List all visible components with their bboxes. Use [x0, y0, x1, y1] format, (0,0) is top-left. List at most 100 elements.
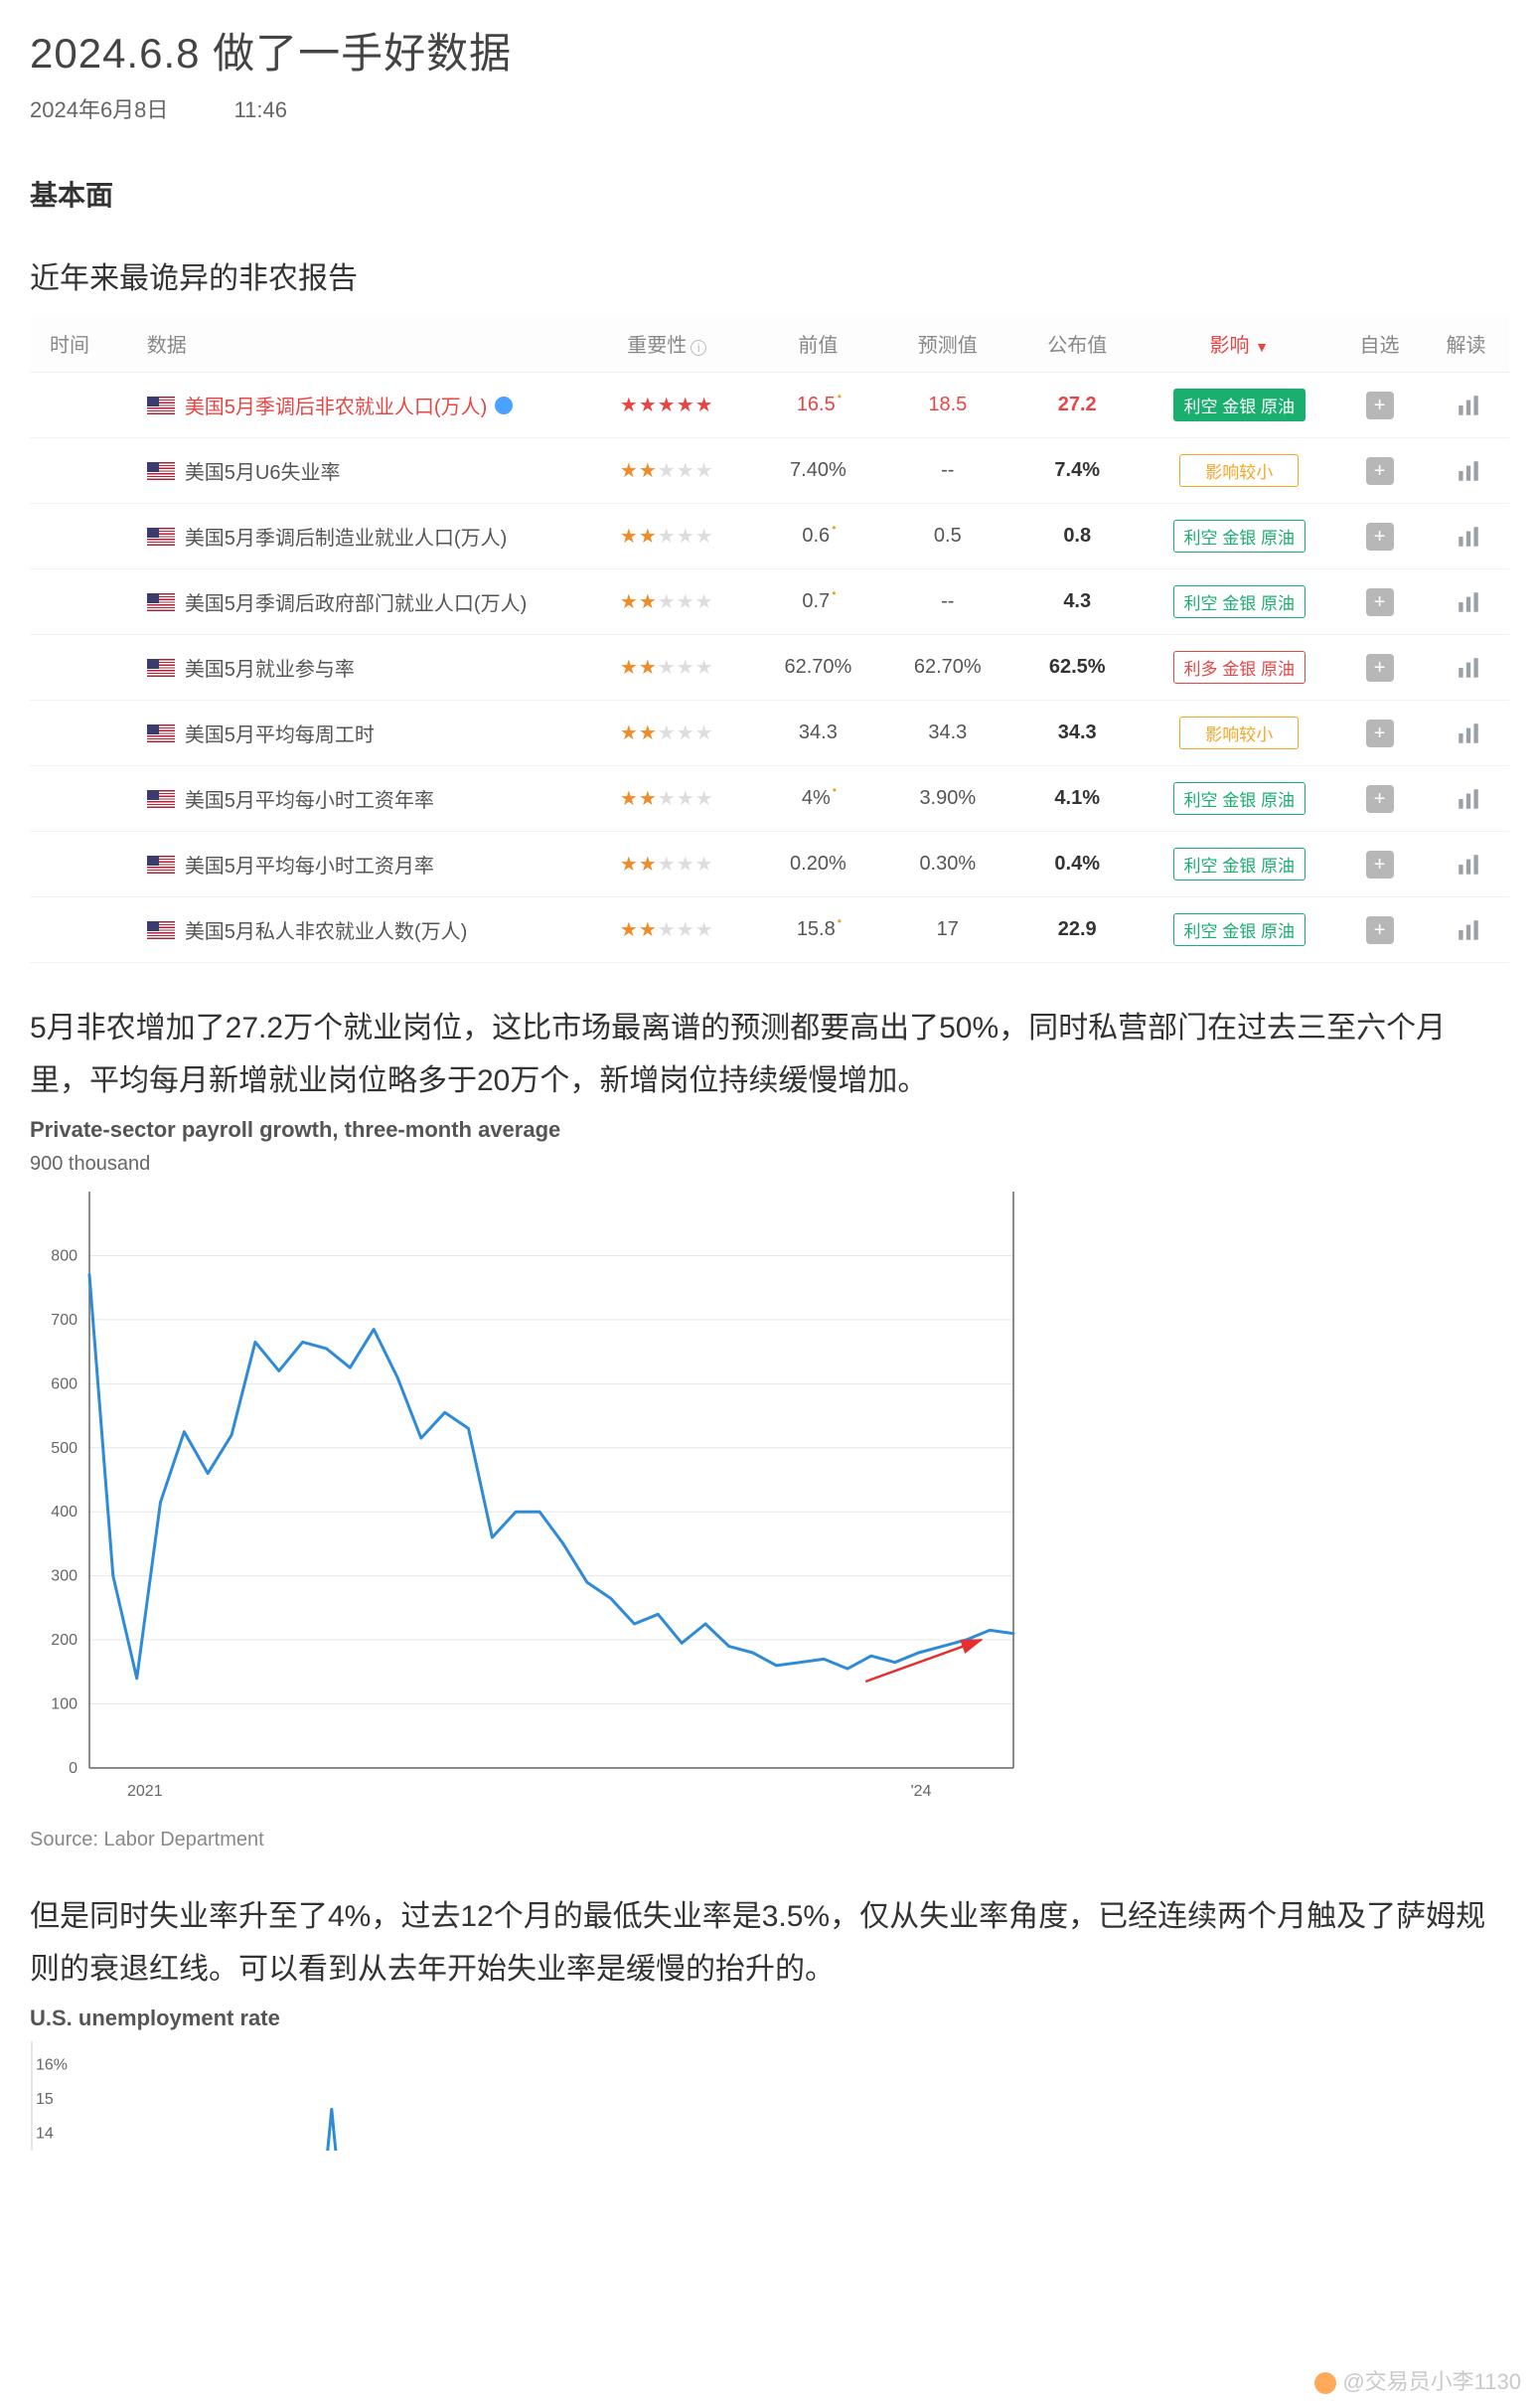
cell-interpret [1423, 438, 1509, 504]
svg-text:200: 200 [51, 1632, 77, 1649]
cell-published: 7.4% [1012, 438, 1142, 504]
cell-time [30, 766, 127, 832]
add-favorite-button[interactable]: + [1366, 392, 1394, 419]
cell-interpret [1423, 832, 1509, 897]
chart-icon[interactable] [1456, 852, 1481, 878]
cell-published: 34.3 [1012, 701, 1142, 766]
cell-self-select: + [1336, 438, 1423, 504]
table-row[interactable]: 美国5月平均每周工时★★★★★34.334.334.3影响较小+ [30, 701, 1509, 766]
add-favorite-button[interactable]: + [1366, 588, 1394, 616]
cell-interpret [1423, 635, 1509, 701]
chart-icon[interactable] [1456, 655, 1481, 681]
cell-name: 美国5月私人非农就业人数(万人) [127, 897, 580, 963]
cell-time [30, 504, 127, 569]
row-name: 美国5月季调后政府部门就业人口(万人) [185, 593, 527, 615]
cell-importance: ★★★★★ [580, 635, 753, 701]
cell-published: 22.9 [1012, 897, 1142, 963]
cell-importance: ★★★★★ [580, 504, 753, 569]
col-data[interactable]: 数据 [127, 315, 580, 373]
impact-badge: 利空 金银 原油 [1173, 848, 1306, 881]
cell-time [30, 701, 127, 766]
col-impact[interactable]: 影响 ▼ [1142, 315, 1336, 373]
paragraph-1: 5月非农增加了27.2万个就业岗位，这比市场最离谱的预测都要高出了50%，同时私… [30, 1003, 1500, 1107]
cell-impact: 利多 金银 原油 [1142, 635, 1336, 701]
cell-self-select: + [1336, 832, 1423, 897]
chart-payroll-growth: Private-sector payroll growth, three-mon… [30, 1117, 1509, 1851]
chart-icon[interactable] [1456, 917, 1481, 943]
cell-forecast: 0.30% [883, 832, 1012, 897]
svg-text:600: 600 [51, 1375, 77, 1392]
cell-published: 0.8 [1012, 504, 1142, 569]
row-name: 美国5月U6失业率 [185, 462, 341, 484]
chart-icon[interactable] [1456, 393, 1481, 418]
cell-importance: ★★★★★ [580, 569, 753, 635]
svg-text:500: 500 [51, 1440, 77, 1457]
cell-importance: ★★★★★ [580, 373, 753, 438]
impact-badge: 利多 金银 原油 [1173, 651, 1306, 684]
col-self-select[interactable]: 自选 [1336, 315, 1423, 373]
cell-time [30, 438, 127, 504]
impact-badge: 利空 金银 原油 [1173, 585, 1306, 618]
cell-prev: 62.70% [753, 635, 882, 701]
svg-text:'24: '24 [911, 1783, 932, 1800]
impact-badge: 利空 金银 原油 [1173, 913, 1306, 946]
table-row[interactable]: 美国5月季调后制造业就业人口(万人)★★★★★0.60.50.8利空 金银 原油… [30, 504, 1509, 569]
table-row[interactable]: 美国5月平均每小时工资年率★★★★★4%3.90%4.1%利空 金银 原油+ [30, 766, 1509, 832]
table-row[interactable]: 美国5月就业参与率★★★★★62.70%62.70%62.5%利多 金银 原油+ [30, 635, 1509, 701]
chart-icon[interactable] [1456, 458, 1481, 484]
table-row[interactable]: 美国5月私人非农就业人数(万人)★★★★★15.81722.9利空 金银 原油+ [30, 897, 1509, 963]
add-favorite-button[interactable]: + [1366, 916, 1394, 944]
chart1-title: Private-sector payroll growth, three-mon… [30, 1117, 1509, 1143]
svg-text:15: 15 [36, 2091, 54, 2108]
table-header-row: 时间 数据 重要性i 前值 预测值 公布值 影响 ▼ 自选 解读 [30, 315, 1509, 373]
svg-text:16%: 16% [36, 2056, 68, 2073]
table-row[interactable]: 美国5月季调后政府部门就业人口(万人)★★★★★0.7--4.3利空 金银 原油… [30, 569, 1509, 635]
page-title: 2024.6.8 做了一手好数据 [30, 20, 1509, 80]
cell-published: 4.3 [1012, 569, 1142, 635]
info-icon[interactable]: i [691, 340, 706, 356]
chart-icon[interactable] [1456, 721, 1481, 746]
audio-icon[interactable] [495, 397, 513, 414]
add-favorite-button[interactable]: + [1366, 523, 1394, 551]
col-prev[interactable]: 前值 [753, 315, 882, 373]
cell-interpret [1423, 701, 1509, 766]
add-favorite-button[interactable]: + [1366, 654, 1394, 682]
cell-impact: 利空 金银 原油 [1142, 373, 1336, 438]
cell-impact: 利空 金银 原油 [1142, 766, 1336, 832]
add-favorite-button[interactable]: + [1366, 851, 1394, 879]
table-row[interactable]: 美国5月U6失业率★★★★★7.40%--7.4%影响较小+ [30, 438, 1509, 504]
cell-forecast: 17 [883, 897, 1012, 963]
cell-time [30, 569, 127, 635]
chart-icon[interactable] [1456, 589, 1481, 615]
cell-interpret [1423, 569, 1509, 635]
impact-badge: 利空 金银 原油 [1173, 782, 1306, 815]
cell-time [30, 635, 127, 701]
add-favorite-button[interactable]: + [1366, 720, 1394, 747]
col-interpret[interactable]: 解读 [1423, 315, 1509, 373]
row-name: 美国5月平均每小时工资月率 [185, 856, 434, 878]
table-row[interactable]: 美国5月平均每小时工资月率★★★★★0.20%0.30%0.4%利空 金银 原油… [30, 832, 1509, 897]
us-flag-icon [147, 790, 175, 808]
cell-forecast: 62.70% [883, 635, 1012, 701]
cell-prev: 16.5 [753, 373, 882, 438]
post-date: 2024年6月8日 [30, 92, 168, 124]
add-favorite-button[interactable]: + [1366, 785, 1394, 813]
add-favorite-button[interactable]: + [1366, 457, 1394, 485]
subheading-1: 近年来最诡异的非农报告 [30, 253, 1509, 297]
cell-impact: 利空 金银 原油 [1142, 504, 1336, 569]
chart-icon[interactable] [1456, 524, 1481, 550]
chart-icon[interactable] [1456, 786, 1481, 812]
cell-forecast: 18.5 [883, 373, 1012, 438]
impact-badge: 影响较小 [1179, 454, 1299, 487]
svg-text:400: 400 [51, 1504, 77, 1521]
chart-unemployment-rate: U.S. unemployment rate 16%1514 [30, 2006, 1509, 2156]
col-importance[interactable]: 重要性i [580, 315, 753, 373]
col-forecast[interactable]: 预测值 [883, 315, 1012, 373]
col-time[interactable]: 时间 [30, 315, 127, 373]
col-published[interactable]: 公布值 [1012, 315, 1142, 373]
table-row[interactable]: 美国5月季调后非农就业人口(万人)★★★★★16.518.527.2利空 金银 … [30, 373, 1509, 438]
us-flag-icon [147, 856, 175, 874]
econ-data-table: 时间 数据 重要性i 前值 预测值 公布值 影响 ▼ 自选 解读 美国5月季调后… [30, 315, 1509, 963]
cell-time [30, 897, 127, 963]
row-name: 美国5月私人非农就业人数(万人) [185, 921, 467, 943]
